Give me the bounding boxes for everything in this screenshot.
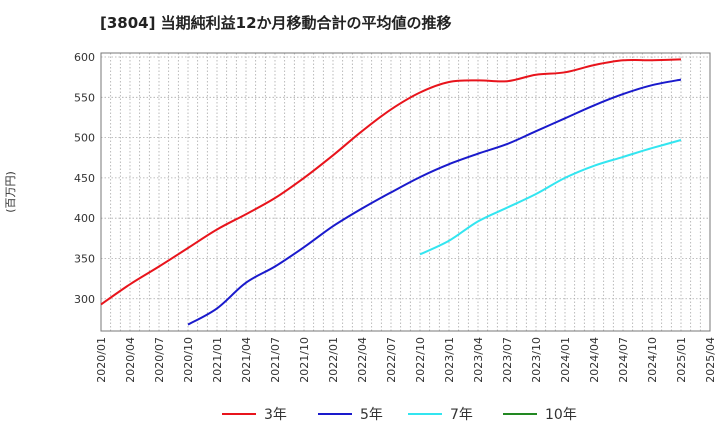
legend: 3年 5年 7年 10年 xyxy=(222,407,577,423)
x-tick-label: 2024/10 xyxy=(646,337,659,383)
series-line-2 xyxy=(187,78,682,326)
x-tick-label: 2022/01 xyxy=(327,337,340,383)
y-tick-label: 350 xyxy=(74,252,95,265)
x-tick-label: 2024/01 xyxy=(559,337,572,383)
y-axis: 300 350 400 450 500 550 600 xyxy=(74,51,95,306)
y-tick-label: 500 xyxy=(74,132,95,145)
x-tick-label: 2021/04 xyxy=(240,337,253,383)
series-line-1 xyxy=(100,58,682,306)
x-tick-label: 2021/07 xyxy=(269,337,282,383)
y-tick-label: 400 xyxy=(74,212,95,225)
x-tick-label: 2021/10 xyxy=(298,337,311,383)
series-lines xyxy=(100,58,682,326)
legend-label: 10年 xyxy=(545,407,577,423)
y-tick-label: 450 xyxy=(74,172,95,185)
legend-label: 5年 xyxy=(360,407,383,423)
x-tick-label: 2023/04 xyxy=(472,337,485,383)
grid xyxy=(101,53,710,331)
x-tick-label: 2023/01 xyxy=(443,337,456,383)
x-tick-label: 2023/07 xyxy=(501,337,514,383)
x-tick-label: 2022/10 xyxy=(414,337,427,383)
x-tick-label: 2024/07 xyxy=(617,337,630,383)
legend-label: 7年 xyxy=(450,407,473,423)
chart-title: [3804] 当期純利益12か月移動合計の平均値の推移 xyxy=(100,14,452,32)
y-tick-label: 300 xyxy=(74,293,95,306)
x-tick-label: 2024/04 xyxy=(588,337,601,383)
x-tick-label: 2020/07 xyxy=(153,337,166,383)
x-tick-label: 2020/04 xyxy=(124,337,137,383)
y-axis-label: (百万円) xyxy=(4,171,17,213)
plot-frame xyxy=(100,52,711,332)
x-tick-label: 2020/01 xyxy=(95,337,108,383)
x-tick-label: 2021/01 xyxy=(211,337,224,383)
x-tick-label: 2025/01 xyxy=(675,337,688,383)
x-axis: 2020/01 2020/04 2020/07 2020/10 2021/01 2021/… xyxy=(95,337,717,383)
x-tick-label: 2025/04 xyxy=(704,337,717,383)
x-tick-label: 2022/04 xyxy=(356,337,369,383)
x-tick-label: 2020/10 xyxy=(182,337,195,383)
x-tick-label: 2023/10 xyxy=(530,337,543,383)
series-line-3 xyxy=(419,139,682,256)
y-tick-label: 600 xyxy=(74,51,95,64)
y-tick-label: 550 xyxy=(74,91,95,104)
legend-label: 3年 xyxy=(264,407,287,423)
x-tick-label: 2022/07 xyxy=(385,337,398,383)
